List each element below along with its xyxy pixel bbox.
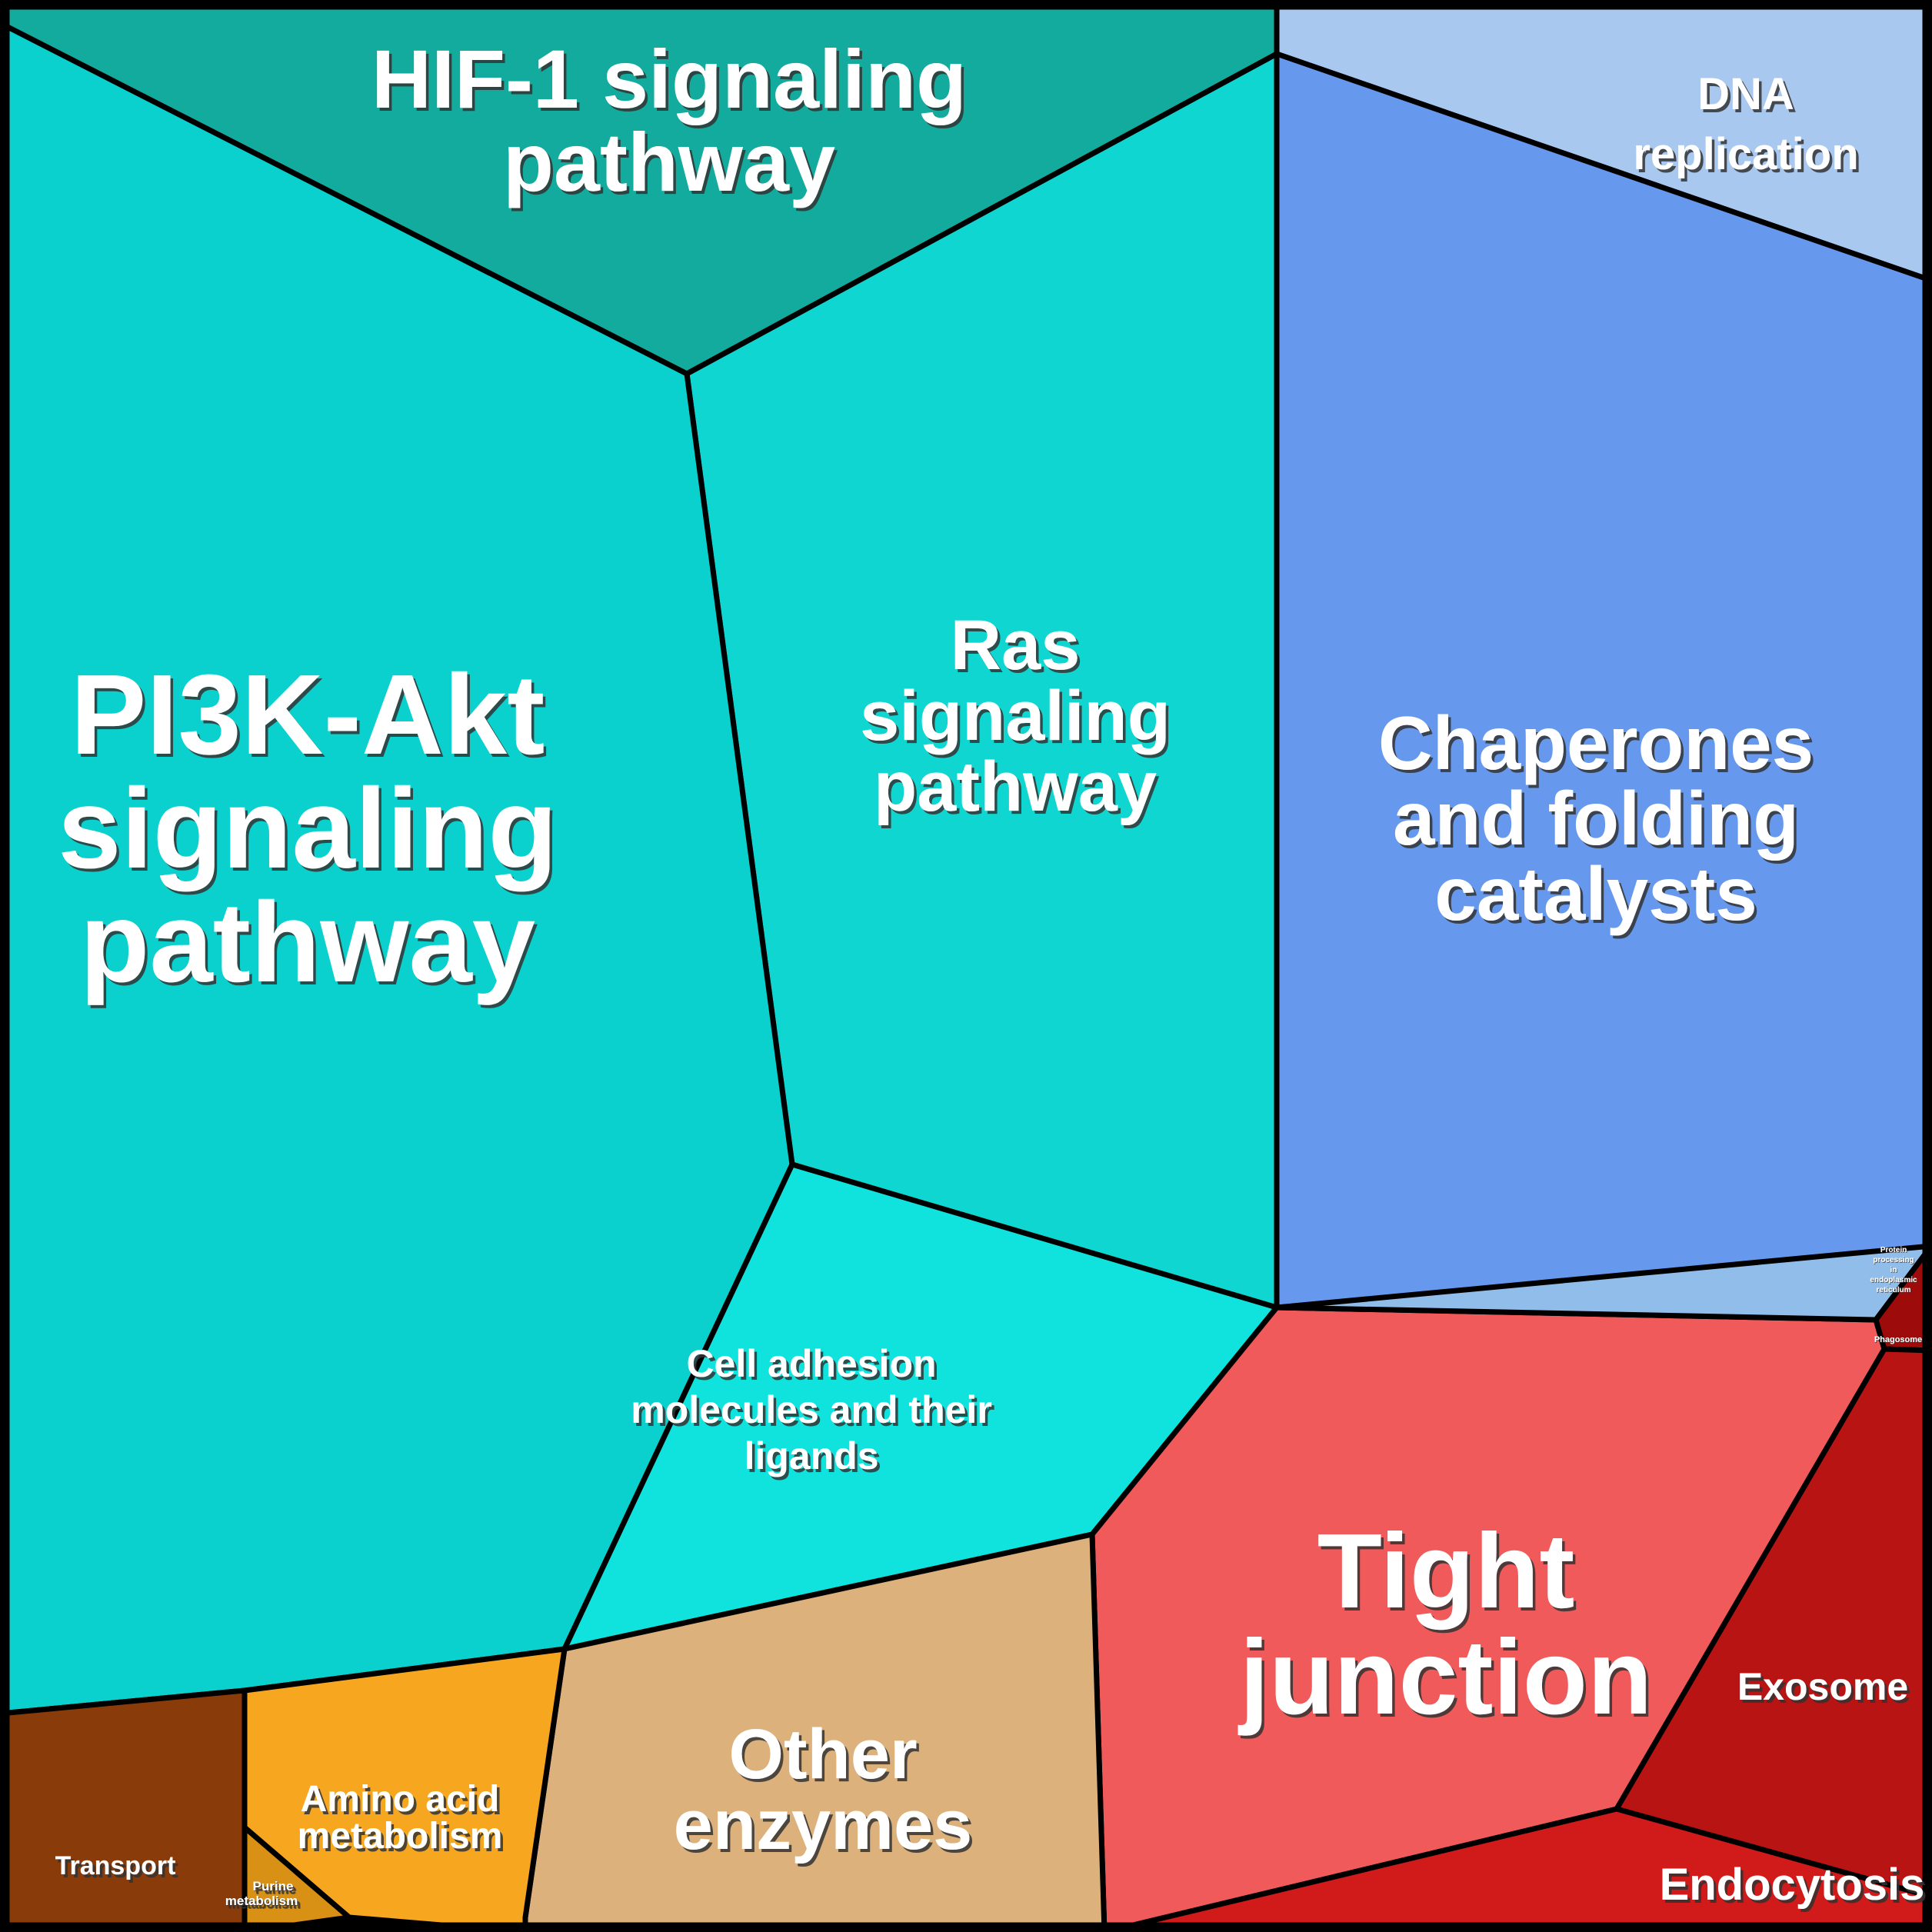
svg-text:pathway: pathway (80, 879, 535, 1006)
svg-text:ligands: ligands (744, 1434, 878, 1477)
svg-text:Endocytosis: Endocytosis (1660, 1860, 1925, 1910)
svg-text:Transport: Transport (55, 1851, 176, 1880)
svg-text:Protein: Protein (1880, 1246, 1907, 1254)
svg-text:molecules and their: molecules and their (631, 1388, 992, 1431)
svg-text:Other: Other (728, 1715, 917, 1794)
svg-text:in: in (1890, 1266, 1897, 1274)
svg-text:Phagosome: Phagosome (1874, 1335, 1922, 1344)
svg-text:Ras: Ras (951, 606, 1081, 685)
svg-text:Tight: Tight (1317, 1512, 1575, 1631)
svg-text:signaling: signaling (860, 677, 1171, 755)
svg-text:Cell adhesion: Cell adhesion (686, 1342, 936, 1385)
svg-text:reticulum: reticulum (1876, 1286, 1910, 1294)
svg-text:junction: junction (1237, 1618, 1653, 1737)
svg-text:DNA: DNA (1697, 69, 1794, 119)
svg-text:pathway: pathway (503, 115, 835, 208)
svg-text:pathway: pathway (874, 748, 1157, 826)
svg-text:signaling: signaling (58, 765, 558, 892)
svg-text:and folding: and folding (1393, 776, 1799, 861)
svg-text:endoplasmic: endoplasmic (1870, 1276, 1917, 1284)
svg-text:PI3K-Akt: PI3K-Akt (71, 651, 545, 778)
svg-text:Amino acid: Amino acid (301, 1779, 500, 1820)
svg-text:enzymes: enzymes (674, 1786, 973, 1864)
svg-text:processing: processing (1873, 1256, 1914, 1264)
svg-text:metabolism: metabolism (225, 1894, 298, 1908)
svg-text:metabolism: metabolism (298, 1816, 503, 1857)
svg-text:HIF-1 signaling: HIF-1 signaling (371, 32, 967, 125)
svg-text:Exosome: Exosome (1737, 1665, 1908, 1708)
svg-text:catalysts: catalysts (1434, 851, 1757, 936)
svg-text:Chaperones: Chaperones (1378, 701, 1814, 785)
svg-text:Purine: Purine (253, 1879, 294, 1894)
svg-text:replication: replication (1633, 129, 1858, 179)
